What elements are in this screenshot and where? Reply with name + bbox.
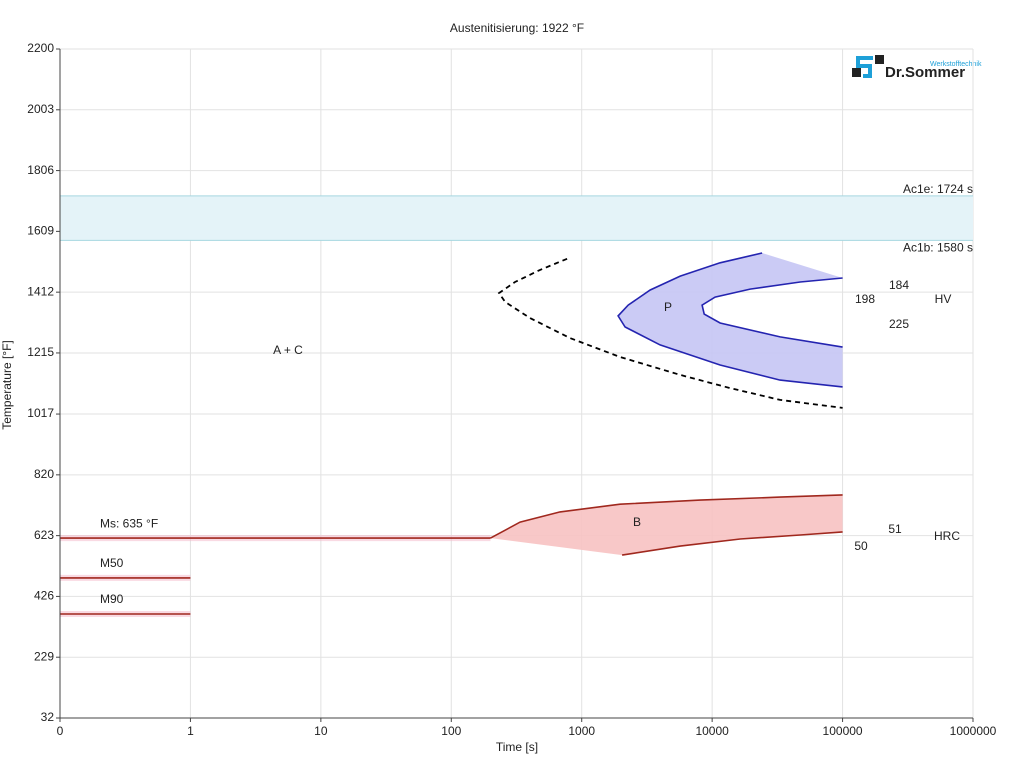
line-label: M50 (100, 556, 124, 570)
region-label: B (633, 515, 641, 529)
ac1e-label: Ac1e: 1724 s (903, 182, 973, 196)
y-tick-label: 1215 (27, 345, 54, 359)
hardness-value: 184 (889, 278, 909, 292)
hardness-value: 51 (888, 522, 902, 536)
logo-name: Dr.Sommer (885, 64, 965, 81)
x-tick-label: 1000000 (950, 724, 997, 738)
y-tick-label: 1017 (27, 406, 54, 420)
region-area (618, 253, 843, 387)
y-tick-label: 229 (34, 649, 54, 663)
region-label: P (664, 300, 672, 314)
hardness-unit: HRC (934, 529, 960, 543)
y-tick-label: 1806 (27, 163, 54, 177)
y-tick-label: 1412 (27, 284, 54, 298)
hardness-value: 225 (889, 317, 909, 331)
x-tick-label: 100 (441, 724, 461, 738)
x-tick-label: 1000 (568, 724, 595, 738)
line-label: Ms: 635 °F (100, 516, 158, 530)
x-tick-label: 100000 (823, 724, 863, 738)
ac1b-label: Ac1b: 1580 s (903, 240, 973, 254)
x-axis-label: Time [s] (496, 740, 538, 754)
y-tick-label: 426 (34, 589, 54, 603)
annotation: A + C (273, 343, 303, 357)
logo-square (875, 55, 884, 64)
hardness-value: 50 (854, 539, 868, 553)
region-start-line (490, 494, 843, 539)
region-area (490, 494, 843, 556)
y-tick-label: 623 (34, 528, 54, 542)
line (497, 257, 843, 409)
logo: Dr.Sommer Werkstofftechnik (852, 55, 982, 81)
hardness-value: 198 (855, 292, 875, 306)
y-tick-label: 2200 (27, 41, 54, 55)
logo-mark (856, 56, 873, 78)
ac1-band (60, 195, 973, 241)
x-tick-label: 0 (57, 724, 64, 738)
logo-square (852, 68, 861, 77)
region-finish-line (621, 531, 843, 556)
region-finish-line (701, 277, 843, 348)
y-axis-label: Temperature [°F] (0, 340, 14, 430)
region-start-line (617, 252, 843, 388)
chart-title: Austenitisierung: 1922 °F (450, 21, 584, 35)
y-tick-label: 1609 (27, 224, 54, 238)
logo-tagline: Werkstofftechnik (930, 61, 982, 68)
y-tick-label: 820 (34, 467, 54, 481)
y-tick-label: 2003 (27, 102, 54, 116)
hardness-unit: HV (935, 292, 952, 306)
y-tick-label: 32 (41, 710, 55, 724)
line-label: M90 (100, 592, 124, 606)
x-tick-label: 1 (187, 724, 194, 738)
x-tick-label: 10 (314, 724, 328, 738)
x-tick-label: 10000 (695, 724, 729, 738)
